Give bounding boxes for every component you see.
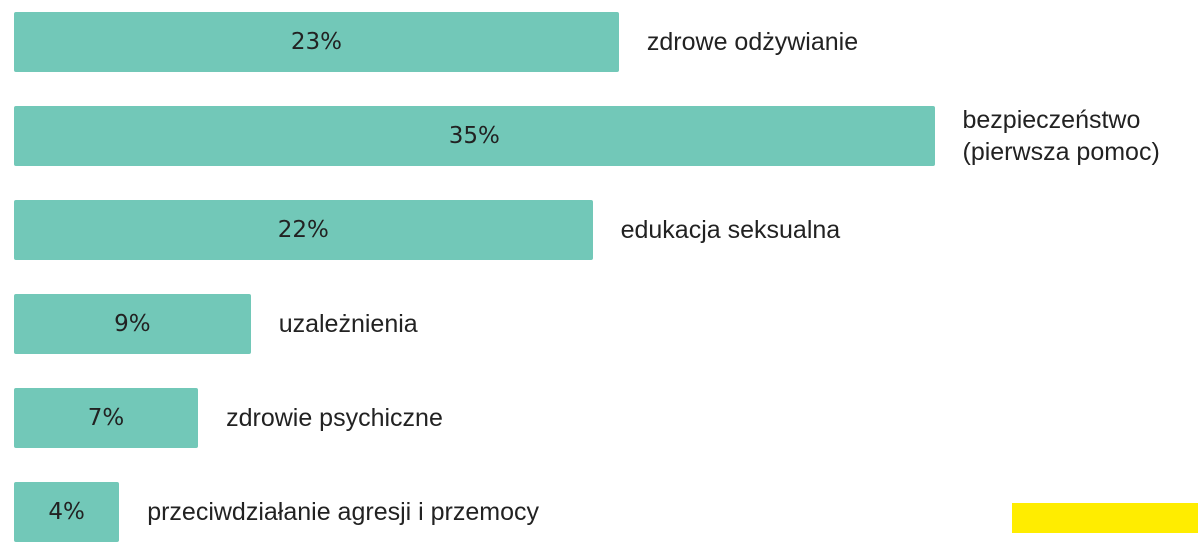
data-label: 23%: [290, 29, 342, 55]
bar: [14, 482, 120, 542]
bar: [14, 388, 199, 448]
bar: [14, 200, 593, 260]
category-label: edukacja seksualna: [620, 216, 841, 244]
data-label: 4%: [48, 499, 85, 525]
bar: [14, 106, 935, 166]
bar: [14, 294, 251, 354]
category-label: przeciwdziałanie agresji i przemocy: [147, 498, 540, 526]
data-label: 7%: [87, 405, 125, 431]
category-label: zdrowe odżywianie: [646, 28, 859, 56]
category-label: zdrowie psychiczne: [226, 404, 443, 432]
data-label: 9%: [114, 311, 151, 337]
category-label: bezpieczeństwo (pierwsza pomoc): [962, 106, 1160, 166]
category-label: uzależnienia: [278, 310, 418, 338]
decoration: [1012, 503, 1198, 533]
bar: [14, 12, 619, 72]
data-label: 35%: [448, 123, 500, 149]
data-label: 22%: [277, 217, 329, 243]
